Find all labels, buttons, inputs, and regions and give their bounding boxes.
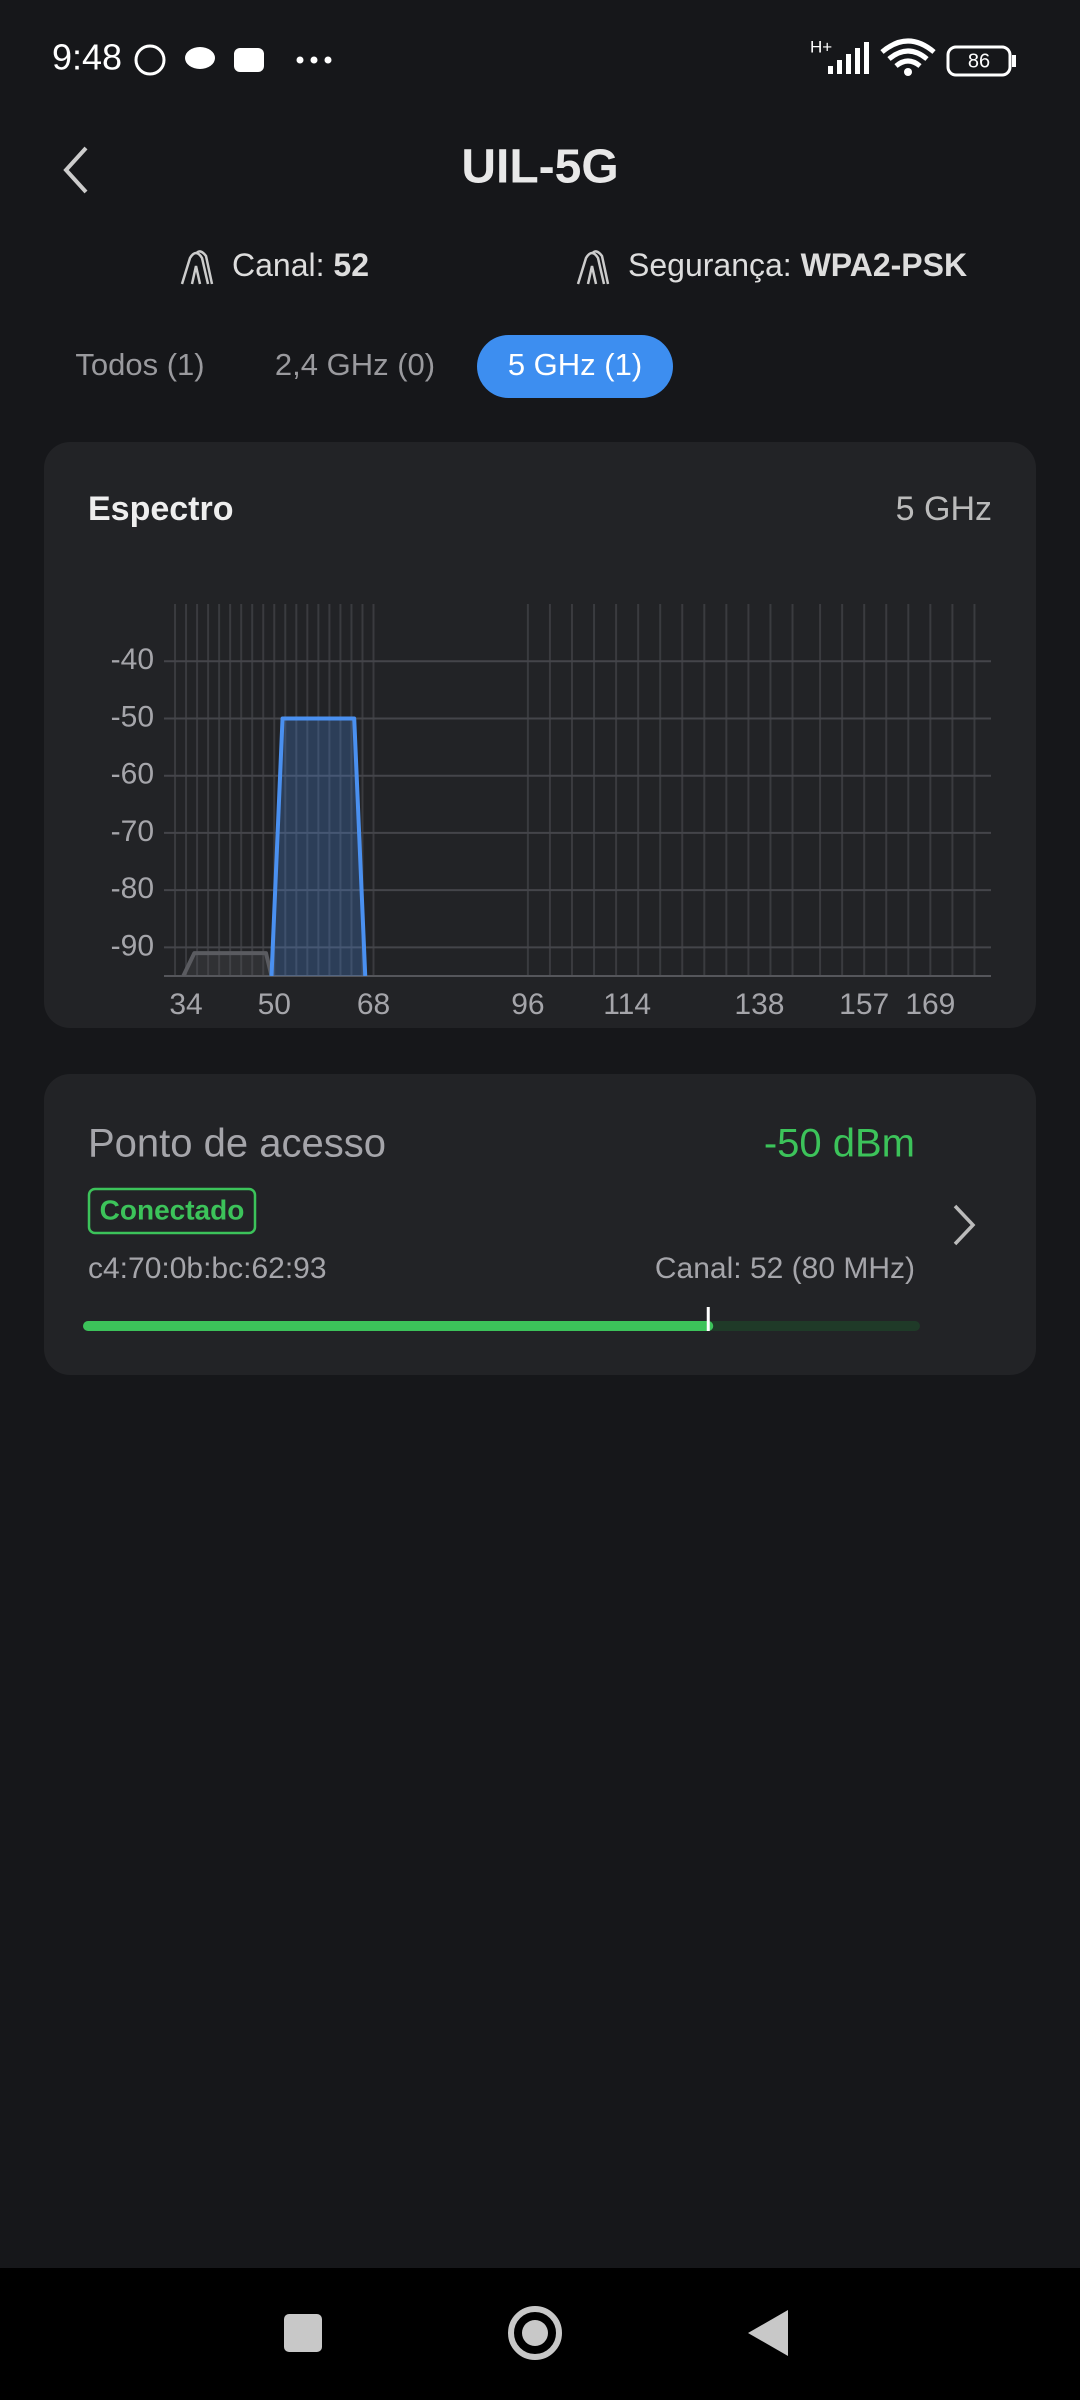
card-title: Espectro [88,490,234,528]
y-tick-label: -50 [111,700,154,733]
network-type: H+ [810,37,832,56]
nav-home[interactable] [508,2306,562,2360]
ap-title: Ponto de acesso [88,1122,386,1166]
wifi-icon [904,68,912,76]
tab[interactable]: 2,4 GHz (0) [275,347,435,382]
status-time: 9:48 [52,37,122,78]
status-dot [296,56,304,64]
status-badge [87,1187,257,1235]
spectrum-line [269,716,368,976]
spectrum-area [183,953,272,976]
x-tick-label: 34 [169,988,202,1021]
x-tick-label: 114 [603,988,651,1021]
channel-info: Canal: 52 [232,247,369,283]
status-dot [324,56,332,64]
channel-label: Canal: [232,247,325,283]
status-icon [134,44,166,76]
wifi-icon [880,38,936,69]
signal-icon [828,42,869,74]
status-icon [234,48,264,72]
x-tick-label: 138 [734,988,784,1021]
channel-value: 52 [333,247,369,283]
security-info: Segurança: WPA2-PSK [628,247,967,283]
antenna-icon [180,250,214,285]
security-label: Segurança: [628,247,792,283]
y-tick-label: -90 [111,929,154,962]
status-icon [185,47,215,69]
signal-bar [83,1307,920,1331]
spectrum-area [271,718,366,976]
page-title: UIL-5G [461,141,618,194]
ap-channel: Canal: 52 (80 MHz) [655,1252,915,1285]
ap-signal: -50 dBm [764,1122,915,1166]
antenna-icon [576,250,610,285]
battery-level: 86 [968,50,990,72]
tab-selected-bg[interactable] [477,335,673,398]
battery-icon [946,45,1012,77]
y-tick-label: -70 [111,815,154,848]
tab-selected[interactable]: 5 GHz (1) [508,347,642,382]
chevron[interactable] [953,1204,976,1246]
status-text: Conectado [100,1194,245,1225]
x-tick-label: 96 [511,988,544,1021]
battery-tip [1012,55,1016,67]
x-tick-label: 157 [839,988,889,1021]
nav-back[interactable] [748,2310,788,2356]
access-point-card[interactable] [44,1074,1036,1375]
back-button[interactable] [63,146,88,194]
mac-address: c4:70:0b:bc:62:93 [88,1252,327,1285]
band-label: 5 GHz [896,490,992,528]
x-tick-label: 68 [357,988,390,1021]
y-tick-label: -60 [111,758,154,791]
nav-recents[interactable] [284,2314,322,2352]
tab[interactable]: Todos (1) [75,347,204,382]
spectrum-card [44,442,1036,1028]
nav-home-dot [522,2320,548,2346]
y-tick-label: -40 [111,643,154,676]
x-tick-label: 50 [258,988,291,1021]
spectrum-line [181,951,274,976]
spectrum-chart: -40 -50 -60 -70 -80 -90 34 50 68 96 114 138 157 169 [111,604,991,1021]
y-tick-label: -80 [111,872,154,905]
x-tick-label: 169 [905,988,955,1021]
status-dot [310,56,318,64]
security-value: WPA2-PSK [801,247,968,283]
